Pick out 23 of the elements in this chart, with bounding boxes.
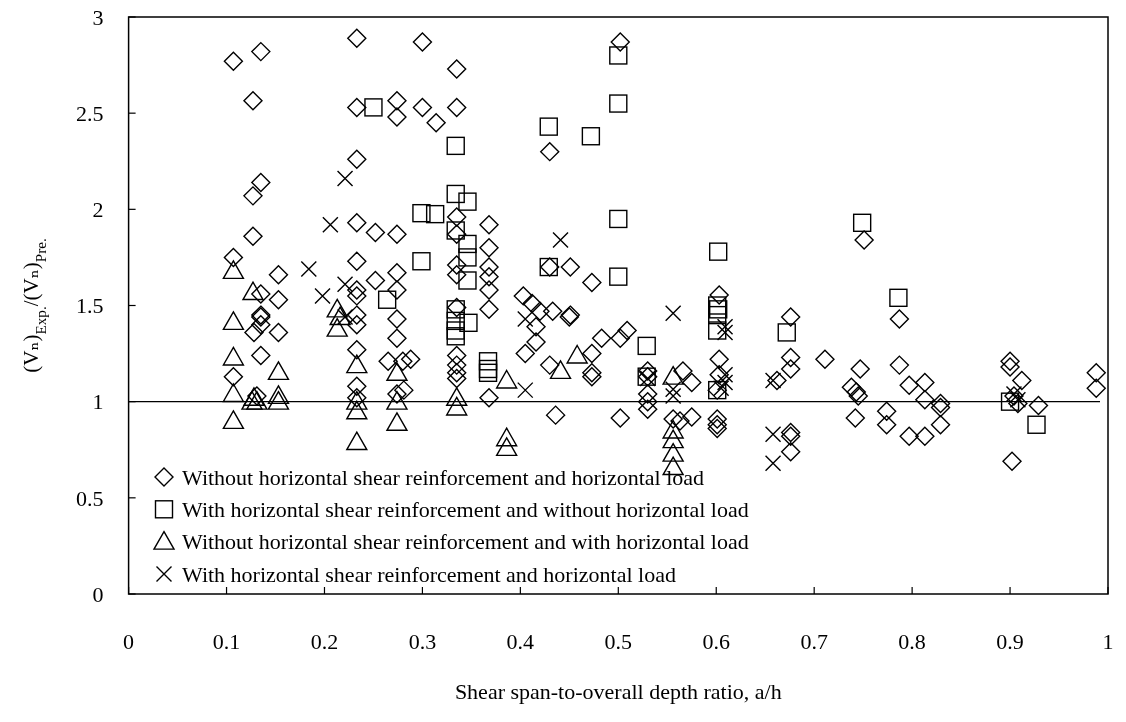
x-tick-label: 0.9 — [996, 629, 1024, 654]
x-tick-label: 0.6 — [702, 629, 730, 654]
x-tick-label: 0.4 — [506, 629, 535, 654]
y-tick-label: 0.5 — [76, 485, 104, 511]
y-tick-label: 1 — [92, 389, 104, 415]
y-tick-label: 2 — [92, 197, 104, 223]
x-tick-label: 0 — [123, 629, 135, 654]
legend-label: Without horizontal shear reinforcement and horizontal load — [182, 464, 705, 490]
x-tick-label: 0.5 — [604, 629, 633, 654]
legend-label: With horizontal shear reinforcement and horizontal load — [182, 561, 676, 587]
y-tick-label: 2.5 — [76, 100, 104, 126]
x-tick-label: 0.1 — [212, 629, 241, 654]
y-tick-label: 3 — [92, 4, 104, 30]
x-tick-label: 1 — [1102, 629, 1114, 654]
x-tick-label: 0.7 — [800, 629, 828, 654]
y-tick-label: 0 — [92, 581, 104, 607]
legend-label: With horizontal shear reinforcement and without horizontal load — [182, 497, 749, 522]
legend-label: Without horizontal shear reinforcement and with horizontal load — [182, 529, 749, 555]
x-tick-label: 0.3 — [408, 629, 437, 654]
x-tick-label: 0.2 — [310, 629, 339, 654]
y-tick-label: 1.5 — [76, 293, 104, 319]
x-tick-label: 0.8 — [898, 629, 926, 654]
x-axis-title: Shear span-to-overall depth ratio, a/h — [454, 679, 782, 704]
